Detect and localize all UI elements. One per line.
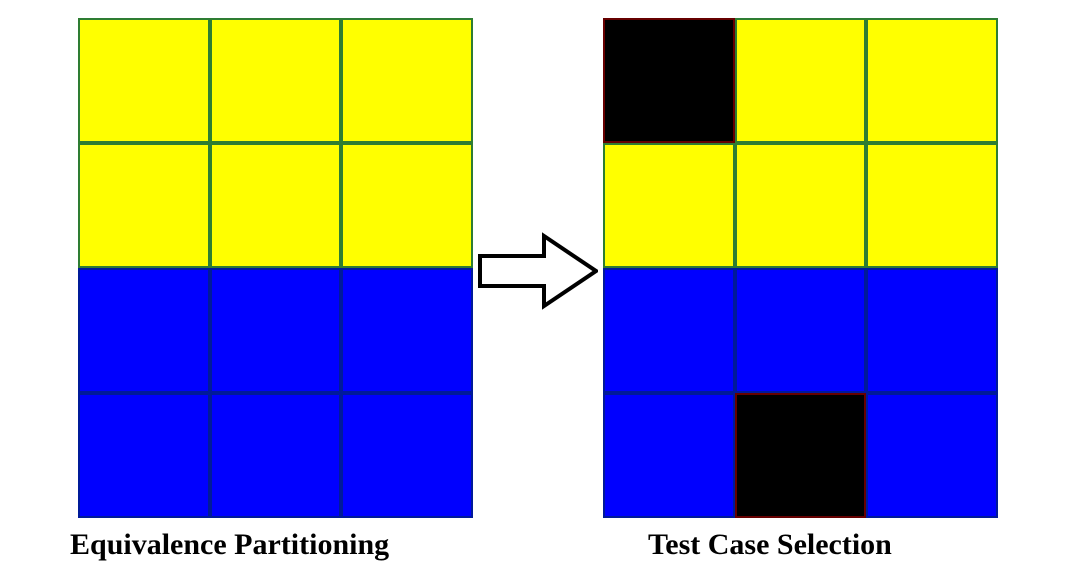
right-top-cell-4 [735, 143, 867, 268]
right-bottom-cell-2 [866, 268, 998, 393]
left-bottom-cell-2 [341, 268, 473, 393]
left-bottom-grid [78, 268, 473, 518]
right-bottom-cell-1 [735, 268, 867, 393]
right-top-cell-0 [603, 18, 735, 143]
right-top-grid [603, 18, 998, 268]
left-bottom-cell-0 [78, 268, 210, 393]
caption-test-case-selection: Test Case Selection [648, 528, 892, 562]
diagram-stage: Equivalence Partitioning Test Case Selec… [0, 0, 1071, 582]
left-top-cell-5 [341, 143, 473, 268]
right-bottom-cell-4 [735, 393, 867, 518]
right-top-cell-1 [735, 18, 867, 143]
left-bottom-cell-4 [210, 393, 342, 518]
right-top-cell-5 [866, 143, 998, 268]
left-top-cell-0 [78, 18, 210, 143]
right-bottom-cell-0 [603, 268, 735, 393]
right-bottom-cell-3 [603, 393, 735, 518]
arrow-icon [478, 232, 598, 310]
right-top-cell-2 [866, 18, 998, 143]
right-bottom-grid [603, 268, 998, 518]
right-bottom-cell-5 [866, 393, 998, 518]
left-top-cell-2 [341, 18, 473, 143]
right-top-cell-3 [603, 143, 735, 268]
left-top-grid [78, 18, 473, 268]
left-bottom-cell-3 [78, 393, 210, 518]
left-top-cell-3 [78, 143, 210, 268]
caption-equivalence-partitioning: Equivalence Partitioning [70, 528, 389, 562]
left-top-cell-1 [210, 18, 342, 143]
left-bottom-cell-1 [210, 268, 342, 393]
left-top-cell-4 [210, 143, 342, 268]
left-bottom-cell-5 [341, 393, 473, 518]
